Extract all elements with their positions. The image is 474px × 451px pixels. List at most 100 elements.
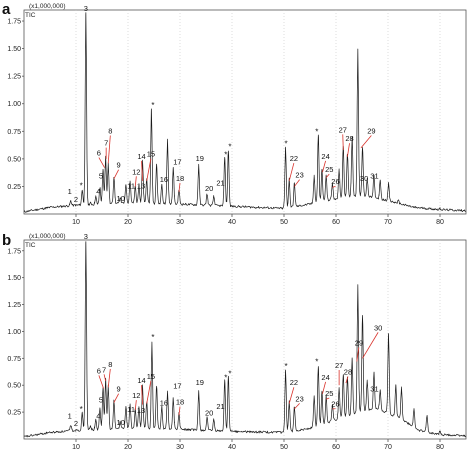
peak-leader-line xyxy=(113,169,119,179)
peak-marker-star: * xyxy=(228,369,231,378)
peak-number-label: 20 xyxy=(205,184,213,193)
peak-marker-star: * xyxy=(285,362,288,371)
peak-leader-line xyxy=(107,368,111,388)
peak-marker-star: * xyxy=(151,333,154,342)
y-tick-label: 1.50 xyxy=(7,46,21,53)
tic-trace-b xyxy=(23,241,466,438)
signal-label-a: TIC xyxy=(25,12,36,19)
x-tick-label: 30 xyxy=(176,444,184,451)
plot-frame-a xyxy=(23,9,467,215)
peak-number-label: 4 xyxy=(96,412,100,421)
x-tick-label: 70 xyxy=(384,444,392,451)
peak-number-label: 25 xyxy=(325,389,333,398)
peak-leader-line xyxy=(288,387,295,404)
peak-leader-line xyxy=(342,134,344,151)
peak-leader-line xyxy=(356,347,360,362)
peak-number-label: 17 xyxy=(173,157,181,166)
peak-number-label: 21 xyxy=(216,402,224,411)
peak-leader-line xyxy=(332,185,336,188)
peak-marker-star: * xyxy=(80,181,83,190)
peak-number-label: 16 xyxy=(160,175,168,184)
y-tick-label: 1.25 xyxy=(7,302,21,309)
peak-leader-line xyxy=(347,143,350,157)
x-tick-label: 70 xyxy=(384,219,392,226)
peak-number-label: 29 xyxy=(355,338,363,347)
peak-leader-line xyxy=(322,160,326,173)
peak-leader-line xyxy=(134,176,137,187)
peak-number-label: 9 xyxy=(117,161,121,170)
y-tick-label: 1.75 xyxy=(7,248,21,255)
peak-number-label: 18 xyxy=(176,398,184,407)
peak-number-label: 5 xyxy=(99,172,103,181)
x-tick-label: 20 xyxy=(124,444,132,451)
peak-marker-star: * xyxy=(315,127,318,136)
peak-leader-line xyxy=(98,375,104,389)
chromatogram-panel-a: a (x1,000,000) TIC 10 20 30 40 50 60 70 80 0.25 0… xyxy=(2,1,467,226)
peak-number-label: 16 xyxy=(160,399,168,408)
peak-leader-line xyxy=(345,376,349,384)
y-tick-label: 0.25 xyxy=(7,184,21,191)
peak-number-label: 26 xyxy=(331,400,339,409)
peak-leader-line xyxy=(98,157,105,168)
peak-number-label: 22 xyxy=(290,154,298,163)
peak-number-label: 20 xyxy=(205,408,213,417)
peak-number-label: 8 xyxy=(108,127,112,136)
y-tick-label: 1.50 xyxy=(7,275,21,282)
peak-leader-line xyxy=(294,403,300,410)
peak-number-label: 23 xyxy=(295,171,303,180)
x-tick-label: 10 xyxy=(72,219,80,226)
peak-marker-star: * xyxy=(151,101,154,110)
signal-label-b: TIC xyxy=(25,242,36,249)
peak-number-label: 31 xyxy=(370,385,378,394)
y-tick-label: 1.25 xyxy=(7,74,21,81)
x-tick-label: 50 xyxy=(280,219,288,226)
peak-number-label: 27 xyxy=(335,361,343,370)
peak-leader-line xyxy=(113,393,119,403)
peak-leader-line xyxy=(134,400,137,410)
peak-number-label: 12 xyxy=(132,391,140,400)
peak-number-label: 6 xyxy=(97,366,101,375)
peak-number-label: 28 xyxy=(345,134,353,143)
peak-number-label: 3 xyxy=(84,4,88,13)
y-tick-label: 0.50 xyxy=(7,383,21,390)
peak-number-label: 11 xyxy=(127,182,135,191)
peak-number-label: 23 xyxy=(295,394,303,403)
peak-leader-line xyxy=(107,135,111,164)
peak-leader-line xyxy=(325,173,330,178)
peak-leader-line xyxy=(178,182,181,192)
peak-leader-line xyxy=(146,380,152,404)
peak-number-label: 17 xyxy=(173,381,181,390)
peak-number-label: 30 xyxy=(360,174,368,183)
chromatogram-panel-b: b (x1,000,000) TIC 10 20 30 40 50 60 70 80 0.25 0… xyxy=(2,232,467,451)
y-tick-label: 0.75 xyxy=(7,129,21,136)
peak-number-label: 14 xyxy=(137,376,145,385)
peak-leader-line xyxy=(141,385,143,405)
multiplier-label-b: (x1,000,000) xyxy=(29,233,66,240)
panel-label-b: b xyxy=(2,232,11,249)
y-tick-label: 0.50 xyxy=(7,156,21,163)
peak-number-label: 28 xyxy=(344,367,352,376)
peak-number-label: 12 xyxy=(132,167,140,176)
x-tick-label: 20 xyxy=(124,219,132,226)
y-tick-label: 0.25 xyxy=(7,410,21,417)
peak-number-label: 26 xyxy=(331,177,339,186)
peak-number-label: 3 xyxy=(84,232,88,241)
peak-number-label: 13 xyxy=(137,406,145,415)
peak-leader-line xyxy=(178,406,181,416)
peak-number-label: 9 xyxy=(117,385,121,394)
peak-leader-line xyxy=(141,160,143,181)
peak-leader-line xyxy=(362,332,379,359)
x-tick-label: 40 xyxy=(228,219,236,226)
peak-number-label: 22 xyxy=(290,378,298,387)
peak-number-label: 7 xyxy=(104,139,108,148)
peak-leader-line xyxy=(322,381,326,394)
y-tick-label: 0.75 xyxy=(7,356,21,363)
x-tick-label: 10 xyxy=(72,444,80,451)
peak-marker-star: * xyxy=(80,405,83,414)
peak-number-label: 2 xyxy=(74,419,78,428)
peak-number-label: 24 xyxy=(321,152,329,161)
x-tick-label: 30 xyxy=(176,219,184,226)
peak-number-label: 25 xyxy=(325,165,333,174)
peak-number-label: 4 xyxy=(96,187,100,196)
